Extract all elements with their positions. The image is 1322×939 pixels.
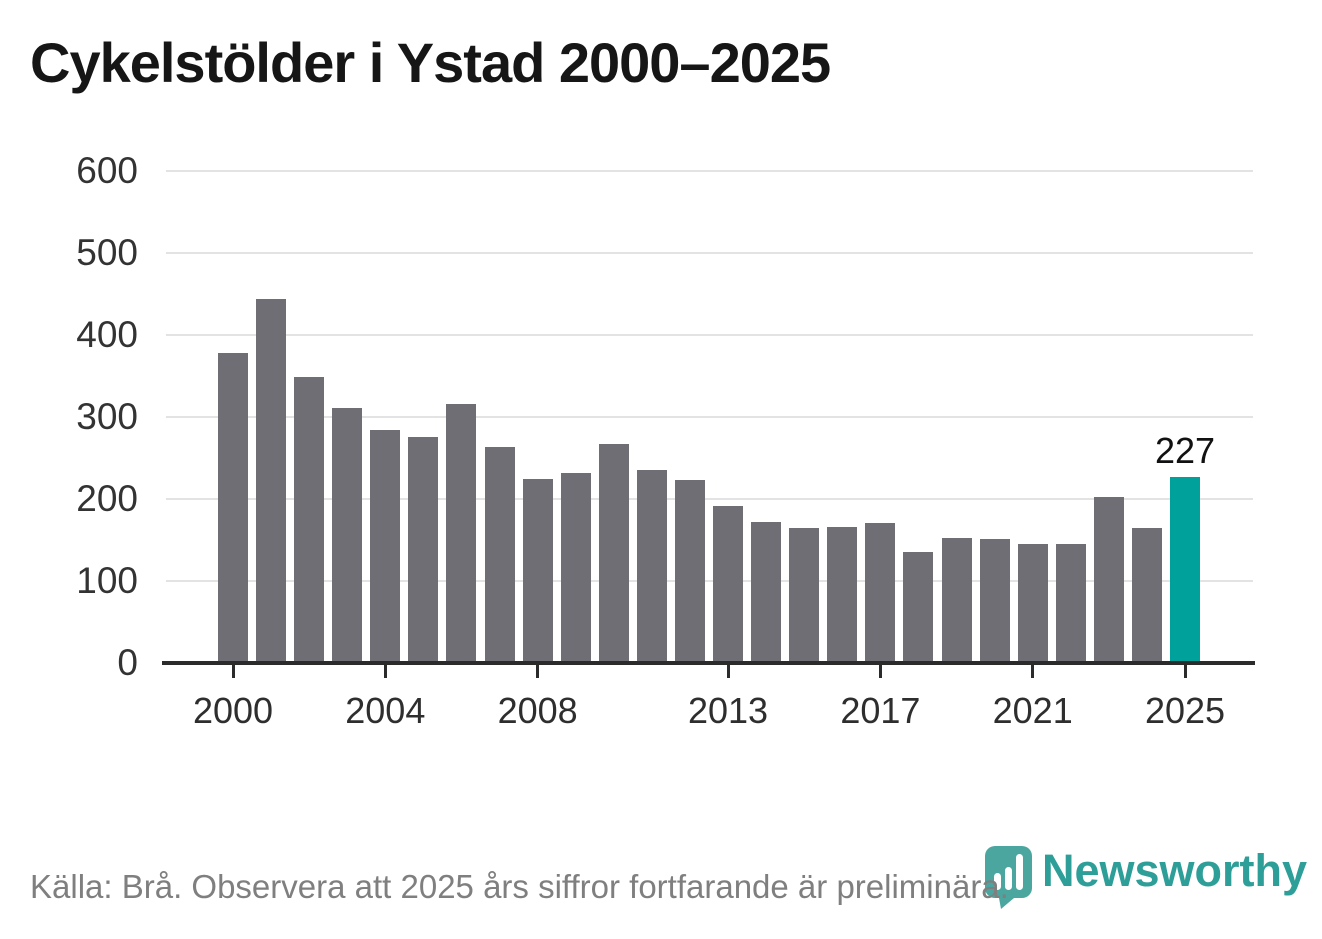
bar [522, 479, 553, 663]
bar [827, 526, 858, 663]
bar [865, 522, 896, 663]
plot-area [166, 170, 1253, 663]
chart-title: Cykelstölder i Ystad 2000–2025 [30, 31, 831, 94]
x-tick-label: 2008 [497, 690, 578, 731]
bar [408, 436, 439, 663]
bar [484, 447, 515, 663]
y-tick-label: 100 [76, 560, 138, 601]
highlight-value-label: 227 [1154, 429, 1216, 471]
x-tick-mark [1031, 665, 1035, 678]
x-tick-label: 2000 [192, 690, 274, 731]
y-tick-label: 500 [76, 232, 138, 273]
gridline [166, 334, 1253, 336]
gridline [166, 416, 1253, 418]
bar [1017, 544, 1048, 663]
x-tick-label: 2004 [345, 690, 426, 731]
newsworthy-pin-chart-icon [985, 846, 1032, 909]
y-tick-label: 400 [76, 314, 138, 355]
bar [941, 538, 972, 663]
x-tick-mark [231, 665, 235, 678]
y-tick-label: 200 [76, 478, 138, 519]
bar [370, 430, 401, 663]
bar [903, 552, 934, 663]
x-tick-label: 2025 [1144, 690, 1226, 731]
x-tick-label: 2021 [992, 690, 1073, 731]
bar [789, 527, 820, 663]
x-tick-mark [878, 665, 882, 678]
bar [256, 298, 287, 663]
bar [636, 470, 667, 663]
x-tick-mark [1183, 665, 1187, 678]
gridline [166, 498, 1253, 500]
y-tick-label: 0 [117, 642, 138, 683]
bar [1170, 476, 1200, 663]
bar [674, 480, 705, 663]
bar [751, 521, 782, 663]
x-tick-mark [536, 665, 540, 678]
bar [1131, 527, 1162, 663]
bar [979, 539, 1010, 663]
gridline [166, 170, 1253, 172]
x-tick-label: 2017 [840, 690, 921, 731]
x-tick-mark [726, 665, 730, 678]
bar [218, 353, 248, 663]
bar [560, 472, 591, 663]
y-tick-label: 300 [76, 396, 138, 437]
y-tick-label: 600 [76, 150, 138, 191]
bar [713, 506, 744, 663]
x-tick-label: 2013 [687, 690, 769, 731]
bar [598, 444, 629, 663]
bar [446, 403, 477, 663]
x-axis-line [162, 661, 1255, 665]
bar [1093, 497, 1124, 663]
gridline [166, 252, 1253, 254]
source-note: Källa: Brå. Observera att 2025 års siffr… [30, 868, 1009, 905]
x-tick-mark [383, 665, 387, 678]
newsworthy-wordmark: Newsworthy [1042, 845, 1308, 896]
gridline [166, 580, 1253, 582]
bar [294, 376, 325, 663]
bar [332, 407, 363, 663]
bar [1055, 544, 1086, 663]
